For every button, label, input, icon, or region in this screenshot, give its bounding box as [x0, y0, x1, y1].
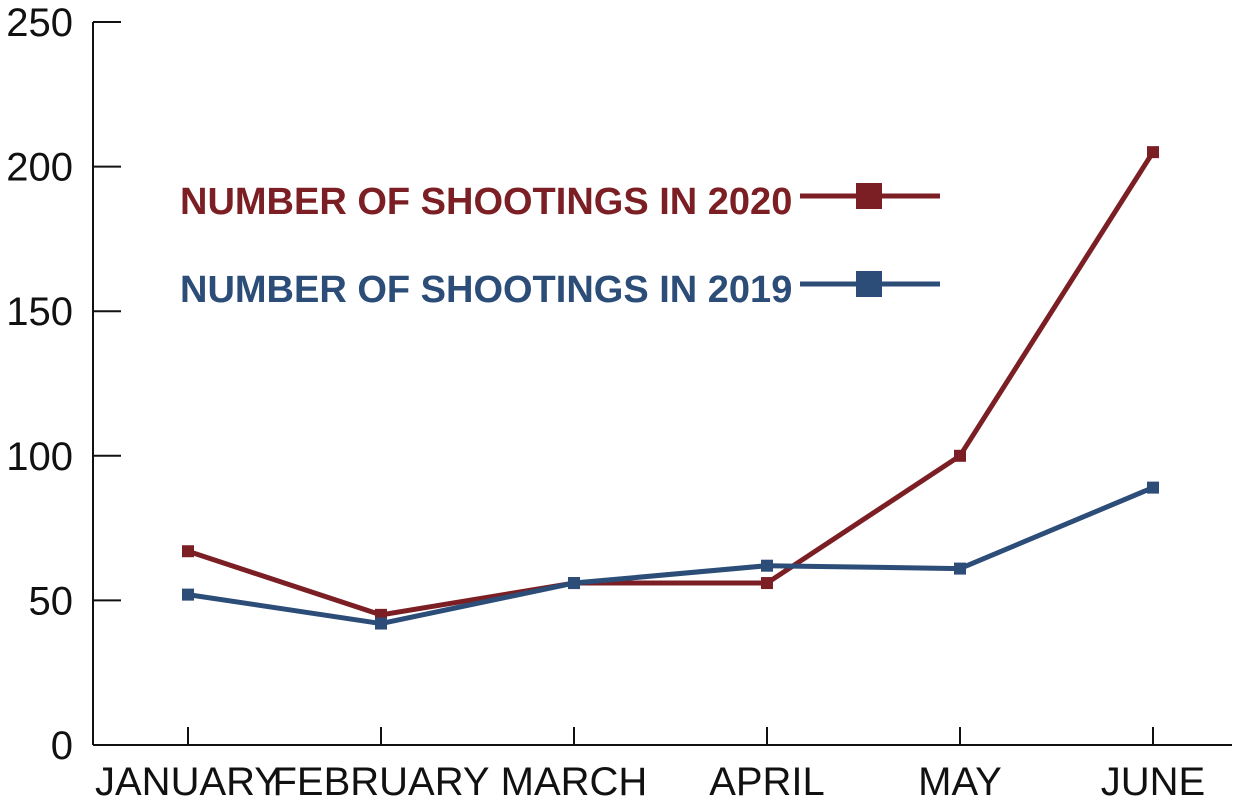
data-point [761, 559, 773, 572]
x-tick-label: APRIL [709, 760, 825, 802]
x-tick-label: JANUARY [95, 760, 281, 802]
x-tick-label: MAY [918, 760, 1002, 802]
y-tick-label: 0 [51, 724, 73, 768]
series-line [185, 485, 1156, 627]
y-tick-label: 100 [6, 435, 73, 479]
data-point [1147, 481, 1159, 494]
legend-label: NUMBER OF SHOOTINGS IN 2020 [180, 181, 792, 223]
data-point [954, 562, 966, 575]
data-point [1147, 146, 1159, 159]
legend-marker-swatch [856, 271, 882, 297]
legend-marker-swatch [856, 183, 882, 209]
y-tick-label: 200 [6, 146, 73, 190]
series-lines [182, 146, 1159, 630]
x-tick-label: JUNE [1101, 760, 1205, 802]
x-tick-label: FEBRUARY [272, 760, 489, 802]
y-tick-label: 50 [29, 579, 74, 623]
y-tick-label: 150 [6, 290, 73, 334]
legend-label: NUMBER OF SHOOTINGS IN 2019 [180, 269, 792, 311]
legend: NUMBER OF SHOOTINGS IN 2020 NUMBER OF SHO… [180, 181, 940, 311]
y-tick-label: 250 [6, 1, 73, 45]
data-point [954, 449, 966, 462]
data-point [182, 545, 194, 558]
data-point [182, 588, 194, 601]
data-point [761, 577, 773, 590]
series-line [185, 149, 1156, 618]
x-tick-label: MARCH [501, 760, 648, 802]
data-point [375, 617, 387, 630]
data-point [568, 577, 580, 590]
